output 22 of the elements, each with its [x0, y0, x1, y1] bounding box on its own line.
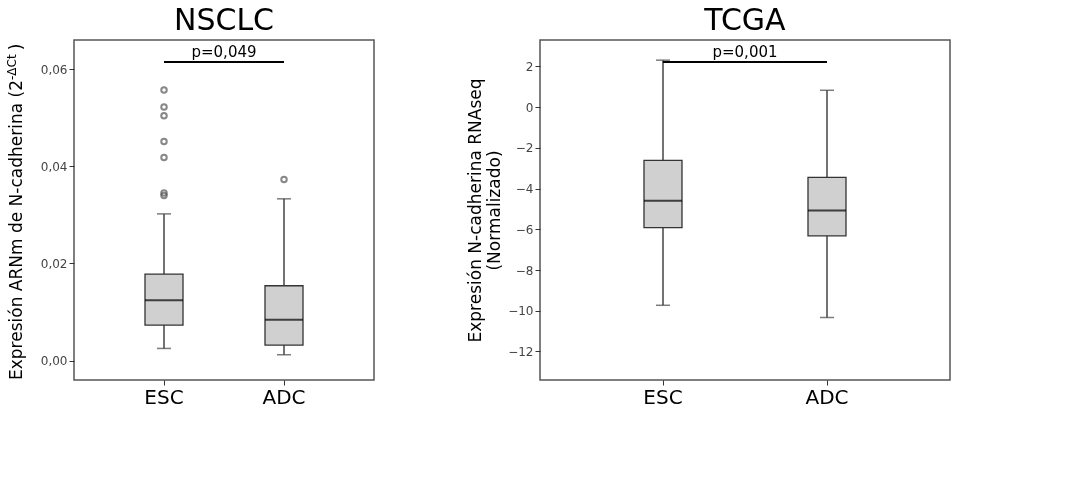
y-axis-title: Expresión ARNm de N-cadherina (2-ΔCt)	[5, 43, 26, 380]
y-tick-label: −8	[515, 263, 534, 278]
annotation: p=0,049	[191, 43, 257, 61]
y-tick-label: 0,02	[40, 256, 68, 271]
y-tick-label: 0,04	[40, 159, 68, 174]
y-tick-label: 2	[525, 59, 534, 74]
x-tick-label: ESC	[144, 384, 184, 409]
y-tick-label: −10	[508, 304, 534, 319]
y-tick-label: 0	[525, 100, 534, 115]
y-tick-label: −12	[508, 345, 534, 359]
x-tick-label: ESC	[643, 384, 683, 409]
x-tick-label: ADC	[262, 384, 306, 409]
chart-title: TCGA	[703, 2, 787, 37]
y-tick-label: 0,00	[40, 354, 68, 369]
y-tick-label: −6	[515, 222, 534, 237]
y-tick-label: −4	[515, 182, 534, 197]
y-tick-label: 0,06	[40, 62, 68, 77]
annotation: p=0,001	[712, 43, 778, 61]
x-tick-label: ADC	[805, 384, 849, 409]
y-tick-label: −2	[515, 141, 534, 156]
y-axis-title: Expresión N-cadherina RNAseq (Normalizado)	[465, 78, 505, 343]
chart-title: NSCLC	[173, 2, 275, 37]
